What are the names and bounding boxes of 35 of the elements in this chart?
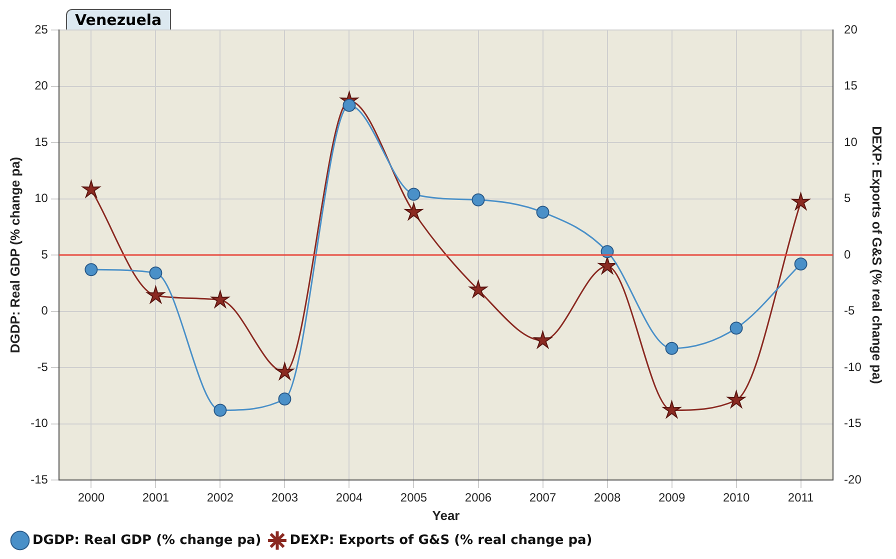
legend-label: DEXP: Exports of G&S (% real change pa) <box>290 532 592 548</box>
y-tick-label: -10 <box>30 416 48 430</box>
y2-tick-label: 0 <box>844 247 852 262</box>
x-tick-label: 2006 <box>464 490 492 505</box>
y-tick-label: 25 <box>34 22 48 36</box>
x-tick-label: 2003 <box>271 490 298 505</box>
y-tick-label: 5 <box>41 247 48 262</box>
x-tick-label: 2001 <box>142 490 170 505</box>
y2-tick-label: 20 <box>844 22 858 36</box>
y2-tick-label: 15 <box>844 78 858 93</box>
y2-tick-label: -15 <box>844 416 862 430</box>
y2-axis-title: DEXP: Exports of G&S (% real change pa) <box>870 126 885 384</box>
legend-label: DGDP: Real GDP (% change pa) <box>32 532 262 548</box>
y-tick-label: 20 <box>34 78 48 93</box>
x-tick-label: 2011 <box>788 490 814 505</box>
x-tick-label: 2000 <box>78 490 105 505</box>
x-tick-label: 2009 <box>658 490 686 505</box>
y2-tick-label: -5 <box>844 304 856 318</box>
x-tick-label: 2008 <box>594 490 621 505</box>
y2-tick-label: 10 <box>844 134 858 149</box>
x-tick-label: 2010 <box>722 490 750 505</box>
x-tick-label: 2002 <box>206 490 234 505</box>
y-tick-label: 0 <box>41 304 48 318</box>
x-tick-label: 2007 <box>529 490 556 505</box>
y2-tick-label: -20 <box>844 472 862 486</box>
y-tick-label: 15 <box>34 134 48 149</box>
x-tick-label: 2004 <box>336 490 363 505</box>
y-tick-label: -5 <box>37 360 48 374</box>
x-axis-title: Year <box>432 508 460 523</box>
x-tick-label: 2005 <box>400 490 428 505</box>
y-tick-label: -15 <box>30 472 48 486</box>
y-axis-title: DGDP: Real GDP (% change pa) <box>7 156 22 354</box>
y2-tick-label: 5 <box>844 191 852 206</box>
y-tick-label: 10 <box>34 191 48 206</box>
y2-tick-label: -10 <box>844 360 862 374</box>
